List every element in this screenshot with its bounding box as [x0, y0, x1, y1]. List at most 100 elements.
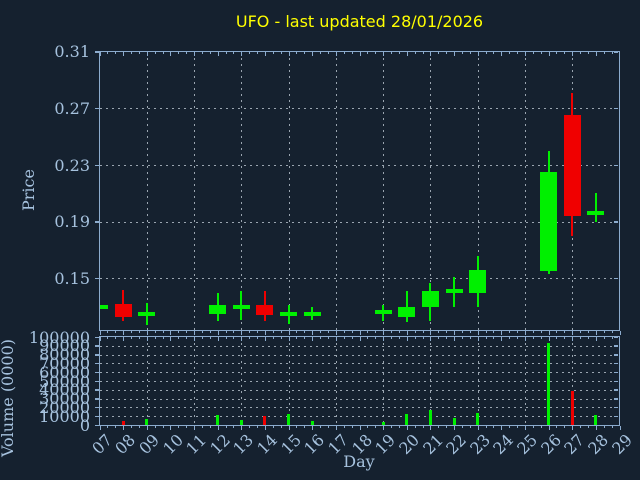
volume-gridline-vertical: [241, 337, 243, 425]
x-tick-mark: [162, 337, 164, 339]
volume-bar-day-13: [239, 420, 243, 425]
x-tick-mark: [280, 337, 282, 339]
price-gridline-vertical: [194, 52, 196, 330]
volume-bar-day-22: [452, 418, 456, 425]
volume-bar-day-19: [381, 421, 385, 425]
x-tick-mark: [162, 52, 164, 54]
volume-tick-mark: [95, 336, 99, 338]
volume-bar-day-27: [570, 390, 574, 425]
x-tick-mark: [304, 337, 306, 339]
x-tick-mark: [564, 426, 566, 428]
volume-tick-mark: [95, 371, 99, 374]
volume-tick-label: 80000: [39, 345, 90, 365]
price-tick-mark: [614, 164, 618, 167]
x-tick-mark: [517, 426, 519, 428]
volume-tick-mark: [95, 415, 99, 418]
x-tick-mark: [548, 337, 550, 341]
x-tick-mark: [580, 331, 582, 333]
x-tick-mark: [469, 52, 471, 54]
x-tick-mark: [540, 331, 542, 333]
volume-bar-day-16: [310, 421, 314, 425]
candle-day-14: [256, 305, 274, 316]
x-tick-mark: [603, 52, 605, 54]
x-tick-mark: [351, 52, 353, 54]
x-tick-mark: [99, 331, 101, 335]
x-tick-mark: [280, 426, 282, 428]
x-tick-mark: [359, 337, 361, 341]
x-tick-mark: [422, 331, 424, 333]
x-tick-mark: [241, 426, 243, 430]
x-tick-mark: [201, 331, 203, 333]
x-tick-mark: [312, 337, 314, 341]
x-tick-mark: [595, 52, 597, 56]
volume-gridline: [100, 407, 619, 409]
price-gridline-vertical: [146, 52, 148, 330]
x-tick-mark: [123, 331, 125, 335]
x-tick-mark: [398, 331, 400, 333]
volume-gridline: [100, 345, 619, 347]
x-tick-mark: [595, 426, 597, 430]
x-tick-mark: [446, 331, 448, 333]
volume-tick-label: 90000: [39, 336, 90, 356]
x-tick-mark: [414, 52, 416, 54]
x-tick-mark: [241, 331, 243, 335]
x-tick-mark: [320, 331, 322, 333]
price-tick-mark: [614, 52, 618, 53]
x-tick-mark: [304, 52, 306, 54]
x-tick-mark: [556, 331, 558, 333]
x-tick-mark: [564, 52, 566, 54]
x-tick-mark: [595, 331, 597, 335]
x-tick-mark: [162, 331, 164, 333]
x-tick-mark: [438, 52, 440, 54]
x-tick-mark: [351, 426, 353, 428]
x-tick-mark: [186, 52, 188, 54]
x-tick-mark: [540, 337, 542, 339]
x-tick-mark: [288, 426, 290, 430]
x-tick-mark: [170, 52, 172, 56]
x-tick-mark: [611, 426, 613, 428]
x-tick-mark: [509, 337, 511, 339]
price-gridline-vertical: [477, 52, 479, 330]
x-tick-mark: [138, 337, 140, 339]
x-tick-mark: [477, 337, 479, 341]
volume-gridline-vertical: [383, 337, 385, 425]
x-tick-mark: [532, 337, 534, 339]
x-tick-mark: [572, 331, 574, 335]
x-tick-mark: [524, 52, 526, 56]
x-tick-mark: [115, 331, 117, 333]
x-tick-mark: [327, 426, 329, 428]
x-tick-mark: [327, 331, 329, 333]
x-tick-mark: [493, 331, 495, 333]
x-tick-mark: [296, 52, 298, 54]
x-tick-mark: [375, 331, 377, 333]
x-tick-mark: [587, 426, 589, 428]
x-tick-mark: [209, 331, 211, 333]
x-tick-mark: [138, 52, 140, 54]
candle-day-13: [232, 304, 250, 309]
candle-day-09: [138, 311, 156, 316]
x-tick-mark: [611, 331, 613, 333]
x-tick-mark: [414, 331, 416, 333]
volume-bar-day-15: [287, 413, 291, 425]
volume-gridline-vertical: [524, 337, 526, 425]
x-tick-mark: [335, 426, 337, 430]
x-tick-mark: [194, 331, 196, 335]
x-tick-mark: [556, 426, 558, 428]
x-tick-mark: [170, 331, 172, 335]
candle-day-20: [398, 306, 416, 317]
x-tick-mark: [446, 426, 448, 428]
x-tick-mark: [170, 337, 172, 341]
x-tick-mark: [272, 426, 274, 428]
volume-tick-mark: [614, 398, 618, 400]
day-tick-label: 29: [607, 430, 636, 459]
x-tick-mark: [280, 331, 282, 333]
x-tick-mark: [272, 331, 274, 333]
x-tick-mark: [359, 331, 361, 335]
x-tick-mark: [100, 337, 101, 341]
price-tick-mark: [95, 51, 99, 53]
x-tick-mark: [201, 426, 203, 428]
volume-gridline-vertical: [572, 337, 574, 425]
x-tick-mark: [100, 52, 101, 56]
x-tick-mark: [564, 331, 566, 333]
x-tick-mark: [485, 426, 487, 428]
